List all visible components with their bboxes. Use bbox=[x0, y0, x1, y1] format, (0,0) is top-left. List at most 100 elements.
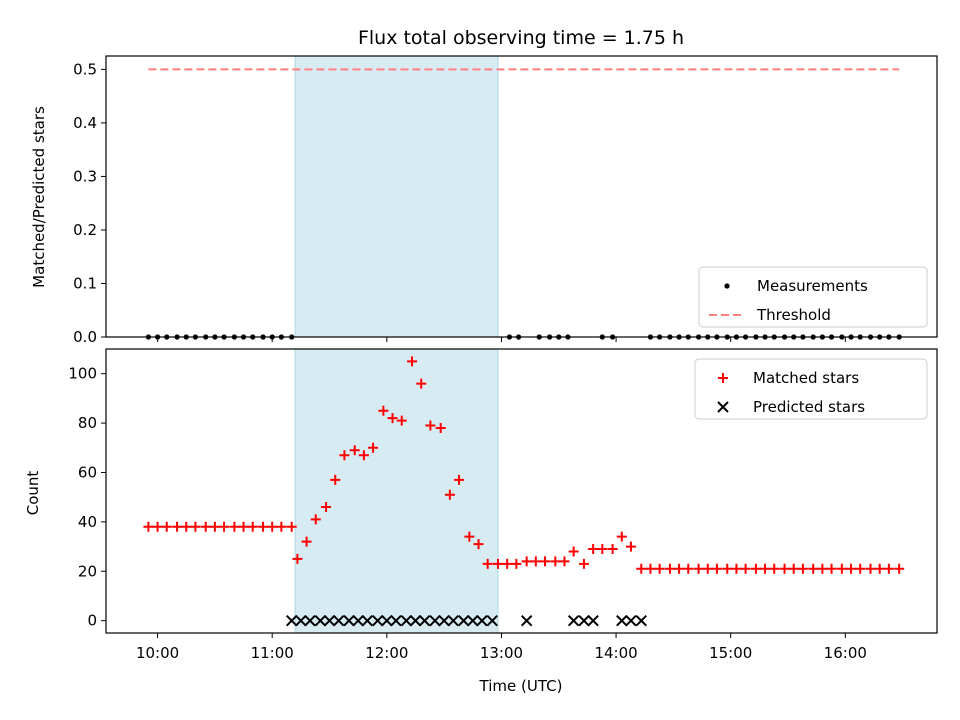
bottom-x-tick-label: 13:00 bbox=[480, 644, 523, 662]
bottom-matched-point bbox=[883, 563, 894, 574]
top-legend-marker-measurements bbox=[724, 283, 730, 289]
bottom-matched-point bbox=[200, 521, 211, 532]
bottom-matched-point bbox=[425, 420, 436, 431]
bottom-matched-point bbox=[444, 489, 455, 500]
top-axes-frame bbox=[105, 55, 938, 338]
bottom-matched-point bbox=[378, 405, 389, 416]
bottom-axes-frame bbox=[105, 348, 938, 634]
bottom-matched-point bbox=[416, 378, 427, 389]
bottom-matched-point bbox=[276, 521, 287, 532]
bottom-matched-point bbox=[645, 563, 656, 574]
bottom-predicted-point bbox=[429, 614, 441, 627]
bottom-x-tick-label: 15:00 bbox=[709, 644, 752, 662]
bottom-matched-point bbox=[855, 563, 866, 574]
bottom-matched-point bbox=[190, 521, 201, 532]
bottom-matched-point bbox=[530, 556, 541, 567]
bottom-predicted-point bbox=[567, 614, 580, 627]
bottom-matched-point bbox=[760, 563, 771, 574]
bottom-matched-point bbox=[607, 544, 618, 555]
bottom-matched-point bbox=[247, 521, 258, 532]
bottom-matched-point bbox=[539, 556, 550, 567]
bottom-matched-point bbox=[493, 558, 504, 569]
bottom-predicted-point bbox=[578, 614, 590, 627]
bottom-predicted-point bbox=[418, 614, 431, 627]
bottom-matched-point bbox=[674, 563, 685, 574]
top-y-tick-label: 0.2 bbox=[73, 221, 97, 239]
bottom-predicted-point bbox=[467, 614, 479, 627]
bottom-matched-point bbox=[473, 539, 484, 550]
bottom-matched-point bbox=[349, 445, 360, 456]
bottom-matched-point bbox=[702, 563, 713, 574]
bottom-predicted-point bbox=[343, 614, 355, 627]
bottom-predicted-point bbox=[457, 614, 470, 627]
bottom-matched-point bbox=[358, 450, 369, 461]
bottom-matched-point bbox=[229, 521, 240, 532]
bottom-predicted-point bbox=[314, 614, 327, 627]
bottom-matched-point bbox=[219, 521, 230, 532]
bottom-matched-point bbox=[310, 514, 321, 525]
bottom-matched-point bbox=[750, 563, 761, 574]
bottom-matched-point bbox=[568, 546, 579, 557]
top-shaded-span bbox=[295, 56, 499, 337]
bottom-matched-point bbox=[172, 521, 183, 532]
bottom-predicted-point bbox=[352, 614, 364, 627]
bottom-predicted-point bbox=[520, 614, 533, 627]
bottom-matched-point bbox=[722, 563, 733, 574]
bottom-predicted-point bbox=[304, 614, 316, 627]
bottom-predicted-point bbox=[285, 614, 298, 627]
bottom-y-tick-label: 60 bbox=[78, 463, 97, 481]
bottom-y-axis-label: Count bbox=[24, 471, 42, 516]
top-y-tick-label: 0.5 bbox=[73, 60, 97, 78]
bottom-predicted-point bbox=[438, 614, 450, 627]
bottom-panel: 0 20 40 60 80 100 10:00 11:00 12:00 13:00 14:00 15:… bbox=[68, 348, 938, 662]
bottom-matched-point bbox=[521, 556, 532, 567]
top-y-tick-label: 0.4 bbox=[73, 114, 97, 132]
bottom-matched-point bbox=[502, 558, 513, 569]
bottom-matched-point bbox=[808, 563, 819, 574]
bottom-matched-point bbox=[387, 413, 398, 424]
bottom-shaded-span bbox=[295, 349, 499, 633]
top-legend: Measurements Threshold bbox=[698, 266, 928, 328]
bottom-x-tick-label: 16:00 bbox=[824, 644, 867, 662]
bottom-matched-point bbox=[874, 563, 885, 574]
bottom-y-tick-label: 40 bbox=[78, 513, 97, 531]
bottom-matched-point bbox=[258, 521, 269, 532]
bottom-matched-point bbox=[321, 502, 332, 513]
bottom-y-tick-label: 20 bbox=[78, 562, 97, 580]
bottom-matched-point bbox=[292, 553, 303, 564]
bottom-matched-point bbox=[826, 563, 837, 574]
bottom-matched-point bbox=[161, 521, 172, 532]
bottom-predicted-point bbox=[486, 614, 498, 627]
bottom-predicted-point bbox=[381, 614, 393, 627]
bottom-predicted-point bbox=[616, 614, 628, 627]
bottom-x-tick-label: 11:00 bbox=[251, 644, 294, 662]
bottom-matched-point bbox=[769, 563, 780, 574]
bottom-legend-label: Matched stars bbox=[753, 369, 859, 387]
bottom-predicted-point bbox=[587, 614, 599, 627]
bottom-matched-point bbox=[731, 563, 742, 574]
bottom-matched-point bbox=[636, 563, 647, 574]
bottom-matched-point bbox=[654, 563, 665, 574]
bottom-predicted-point bbox=[361, 614, 374, 627]
bottom-predicted-point bbox=[409, 614, 422, 627]
bottom-predicted-point bbox=[390, 614, 402, 627]
bottom-predicted-point bbox=[332, 614, 345, 627]
bottom-matched-point bbox=[482, 558, 493, 569]
bottom-matched-point bbox=[301, 536, 312, 547]
bottom-matched-point bbox=[865, 563, 876, 574]
bottom-matched-point bbox=[286, 521, 297, 532]
bottom-predicted-point bbox=[625, 614, 637, 627]
bottom-matched-point bbox=[339, 450, 350, 461]
bottom-matched-point bbox=[588, 544, 599, 555]
bottom-matched-point bbox=[143, 521, 154, 532]
top-legend-box bbox=[698, 266, 928, 328]
bottom-matched-point bbox=[435, 423, 446, 434]
bottom-legend: Matched stars Predicted stars bbox=[694, 358, 928, 420]
bottom-matched-point bbox=[664, 563, 675, 574]
bottom-x-tick-label: 10:00 bbox=[136, 644, 179, 662]
bottom-matched-point bbox=[788, 563, 799, 574]
top-legend-label: Measurements bbox=[757, 277, 868, 295]
bottom-matched-point bbox=[181, 521, 192, 532]
bottom-x-axis-label: Time (UTC) bbox=[479, 677, 563, 695]
top-y-tick-label: 0.1 bbox=[73, 274, 97, 292]
